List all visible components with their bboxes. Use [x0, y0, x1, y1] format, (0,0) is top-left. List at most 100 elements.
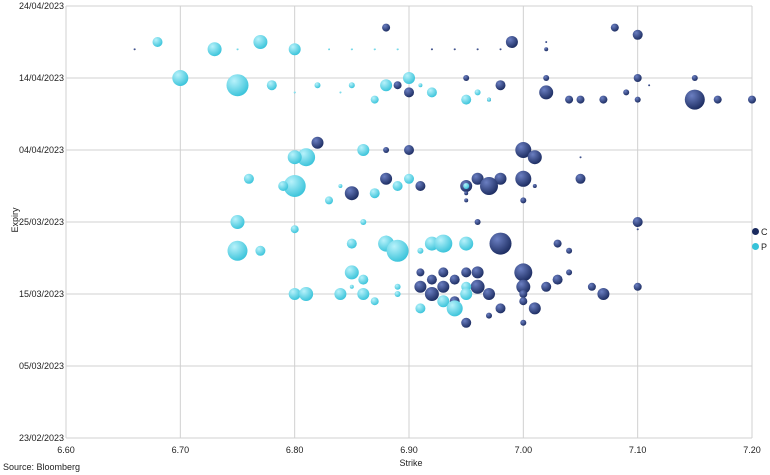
bubble-p [230, 215, 245, 229]
y-tick-label: 24/04/2023 [19, 1, 64, 11]
y-tick-label: 23/02/2023 [19, 433, 64, 443]
bubble-c [597, 288, 610, 300]
bubble-p [152, 37, 163, 47]
bubble-c [648, 84, 651, 87]
bubble-c [424, 287, 439, 301]
bubble-c [416, 268, 425, 277]
bubble-p [461, 94, 472, 105]
x-tick-label: 7.00 [515, 445, 533, 455]
x-tick-label: 7.10 [629, 445, 647, 455]
bubble-c [380, 172, 393, 185]
bubble-c [520, 319, 527, 326]
bubble-c [494, 172, 507, 185]
bubble-p [255, 245, 266, 256]
bubble-p [253, 35, 268, 49]
bubble-p [290, 225, 299, 234]
bubble-c [430, 48, 433, 51]
bubble-c [527, 150, 542, 165]
bubble-c [426, 274, 437, 285]
bubble-c [515, 170, 532, 187]
bubble-p [346, 238, 357, 249]
bubble-c [532, 184, 537, 188]
bubble-c [499, 48, 502, 51]
bubble-c [636, 228, 639, 231]
bubble-c [453, 48, 456, 51]
bubble-p [396, 48, 399, 51]
bubble-c [520, 197, 527, 204]
bubble-p [227, 240, 248, 261]
bubble-p [288, 288, 301, 300]
bubble-p [403, 72, 415, 84]
bubble-c [489, 232, 512, 255]
bubble-c [483, 288, 495, 300]
x-tick-label: 6.80 [286, 445, 304, 455]
bubble-p [360, 219, 367, 225]
y-tick-label: 05/03/2023 [19, 361, 64, 371]
bubble-c [576, 95, 585, 104]
bubble-p [358, 274, 369, 285]
legend-item-c: C [752, 224, 768, 239]
bubble-c [414, 280, 427, 293]
bubble-c [632, 29, 643, 40]
legend: C P [752, 224, 768, 254]
bubble-c [470, 279, 485, 294]
bubble-p [226, 74, 249, 97]
bubble-c [539, 85, 554, 100]
bubble-p [487, 97, 491, 102]
bubble-p [338, 184, 343, 188]
bubble-c [575, 173, 586, 184]
bubble-c [599, 95, 608, 104]
bubble-c [474, 219, 481, 225]
bubble-c [516, 279, 531, 294]
bubble-p [278, 181, 289, 191]
bubble-c [383, 147, 390, 153]
x-tick-labels: 6.60 6.70 6.80 6.90 7.00 7.10 7.20 [57, 445, 761, 455]
bubble-c [415, 181, 426, 191]
bubble-p [474, 89, 481, 96]
bubble-p [288, 43, 301, 56]
bubble-p [297, 148, 316, 167]
bubble-c [565, 95, 574, 104]
bubble-c [464, 191, 469, 196]
bubble-p [437, 295, 450, 308]
bubble-c [515, 142, 532, 158]
bubble-c [471, 266, 484, 279]
bubble-p [357, 288, 370, 300]
bubble-c [634, 96, 641, 103]
bubble-p [349, 284, 354, 289]
bubble-p [418, 83, 423, 88]
bubble-p [344, 265, 359, 280]
source-note: Source: Bloomberg [3, 462, 81, 472]
bubble-c [543, 75, 550, 81]
bubble-p [266, 80, 277, 91]
bubble-c [505, 36, 518, 48]
bubble-p [328, 48, 330, 51]
bubble-p [459, 236, 474, 251]
bubble-p [426, 87, 437, 98]
bubble-c [461, 317, 472, 328]
bubble-c [579, 156, 582, 159]
bubble-p [380, 79, 393, 92]
bubble-p [404, 173, 414, 184]
legend-swatch-p [752, 243, 759, 250]
bubble-c [495, 80, 506, 91]
bubble-c [553, 239, 562, 248]
bubble-c [393, 81, 402, 90]
bubble-p [434, 234, 453, 253]
bubble-p [373, 48, 376, 51]
bubble-c [552, 274, 563, 285]
x-tick-label: 6.70 [172, 445, 190, 455]
bubble-c [476, 48, 479, 51]
bubble-p [334, 288, 347, 300]
bubble-c [480, 177, 498, 195]
bubble-p [325, 196, 333, 205]
bubble-p [446, 300, 463, 317]
y-tick-labels: 23/02/2023 05/03/2023 15/03/2023 25/03/2023… [19, 1, 64, 443]
bubble-p [370, 297, 379, 306]
bubble-c [566, 269, 573, 276]
y-tick-label: 25/03/2023 [19, 217, 64, 227]
bubble-c [566, 247, 573, 254]
bubble-c [464, 198, 469, 203]
bubble-c [633, 74, 642, 82]
bubble-p [415, 303, 426, 314]
